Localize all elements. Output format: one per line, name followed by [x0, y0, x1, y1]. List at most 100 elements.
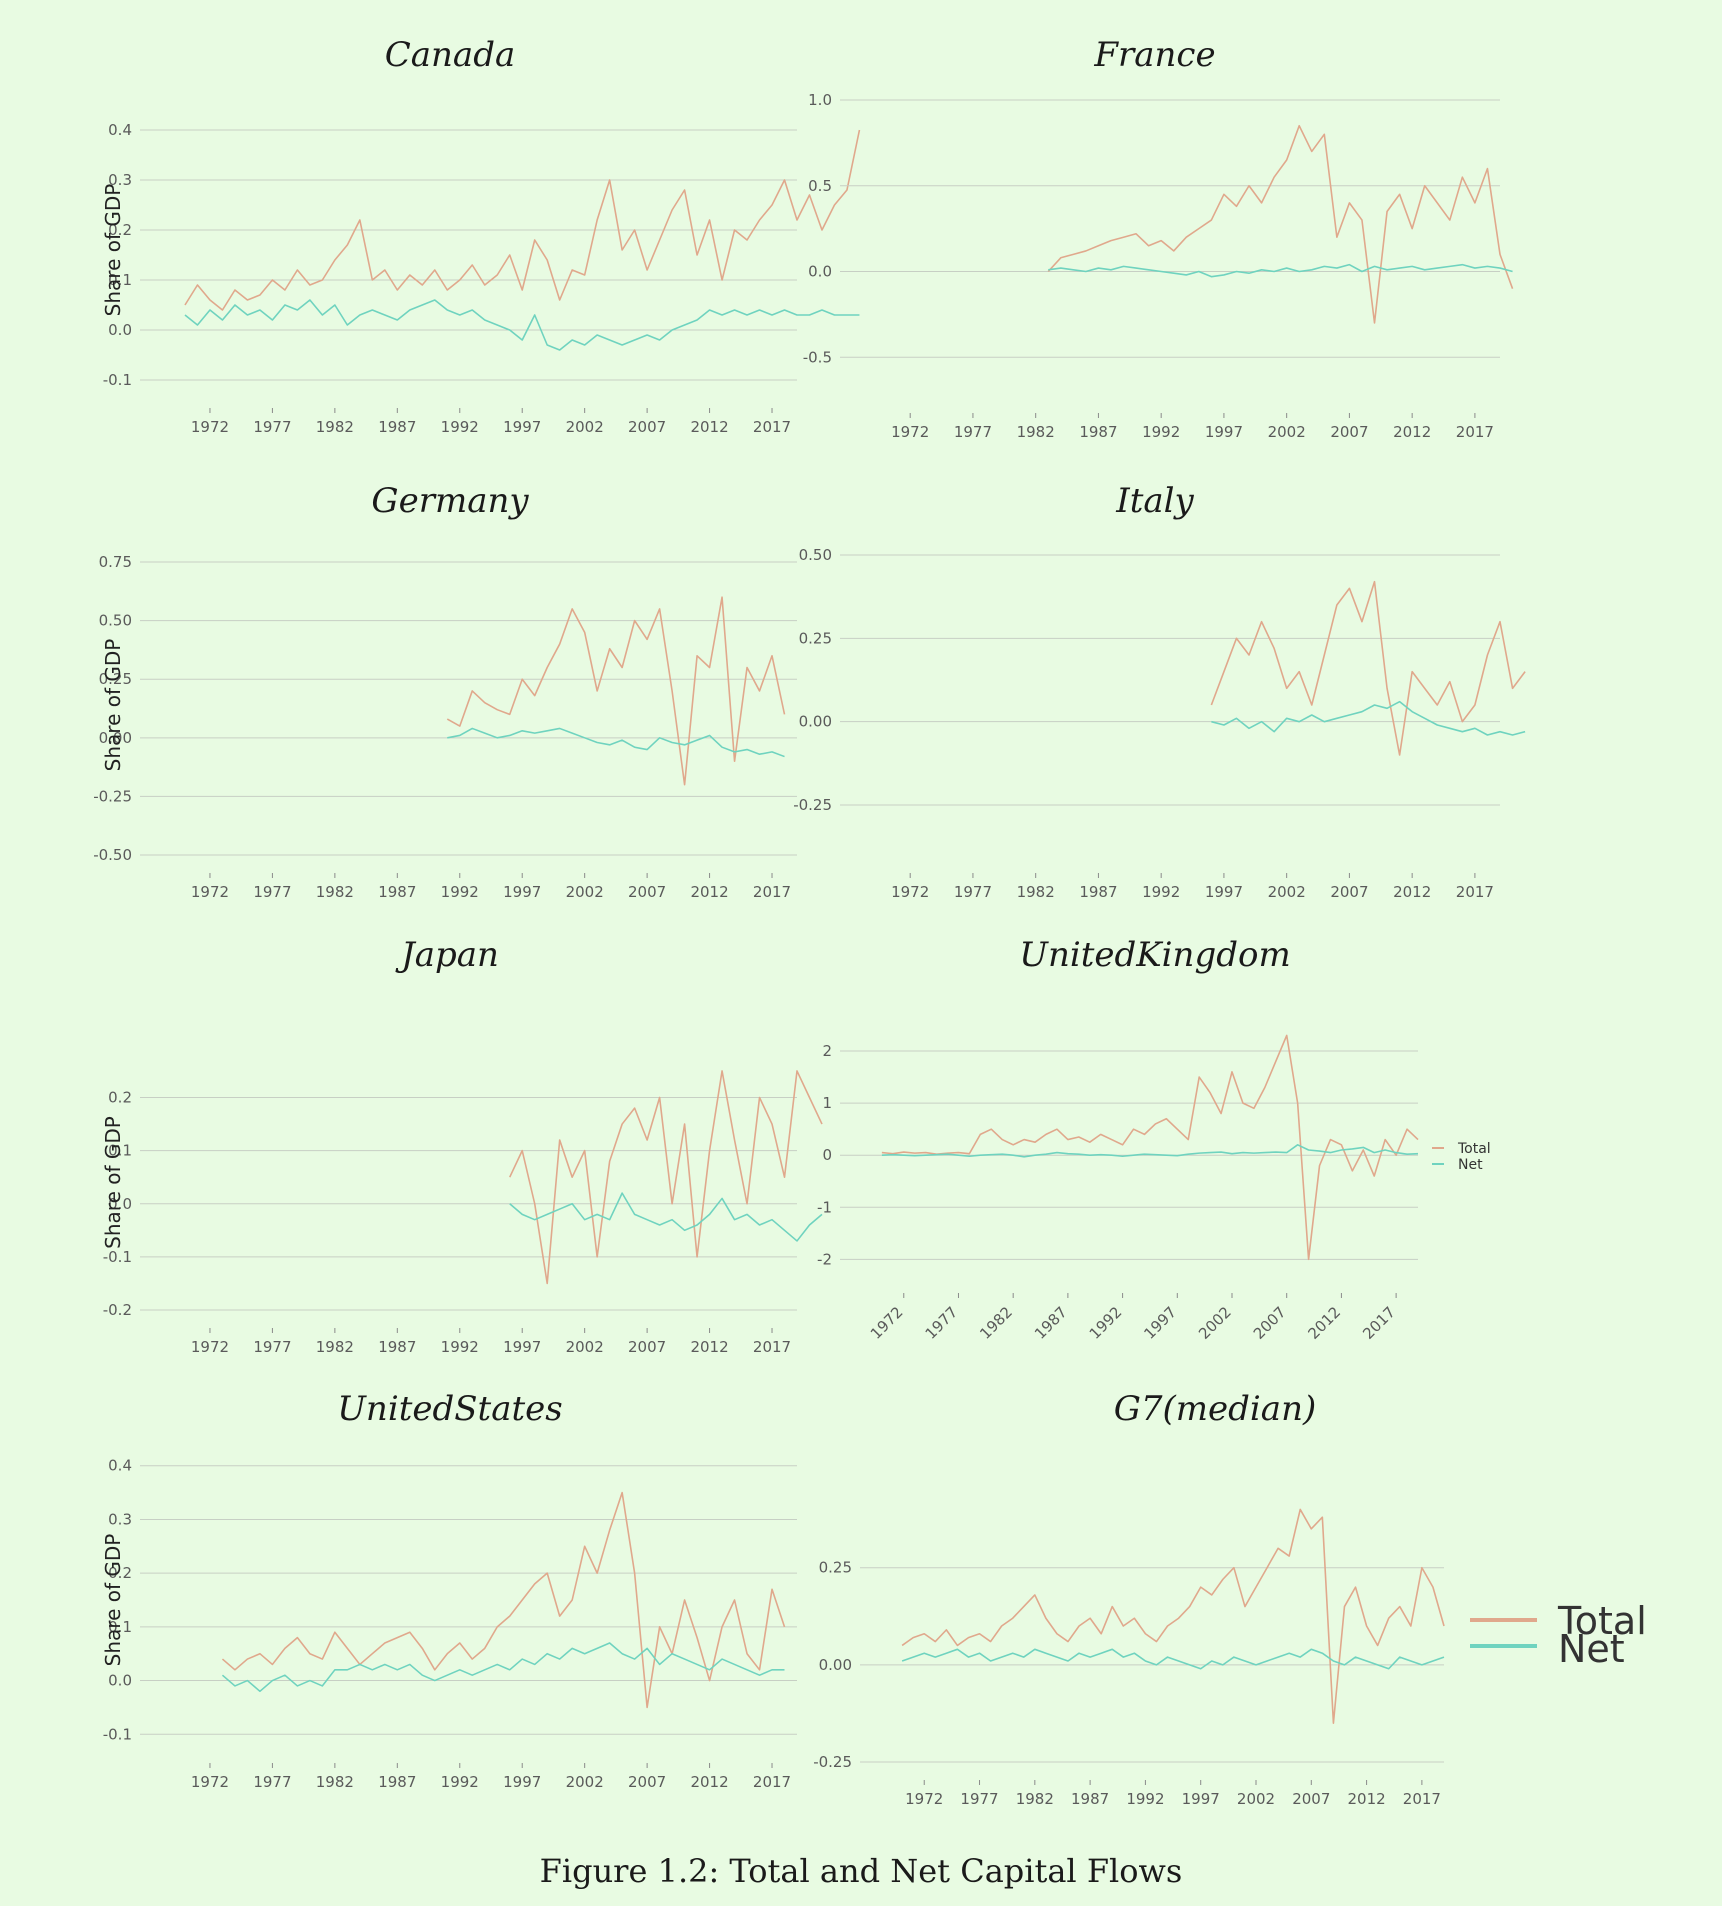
y-tick-label: 0.0 — [108, 1195, 132, 1213]
y-tick-label: 0.0 — [808, 263, 832, 281]
legend-label-total: Total — [1457, 1141, 1491, 1157]
x-tick-label: 1972 — [191, 883, 229, 901]
x-tick-label: 1982 — [1017, 423, 1055, 441]
series-line-net — [184, 299, 860, 351]
x-tick-label: 2017 — [1456, 423, 1494, 441]
x-tick-label: 2002 — [566, 418, 604, 436]
x-tick-label: 1997 — [503, 883, 541, 901]
x-tick-label: 2017 — [753, 1773, 791, 1791]
x-tick-label: 1982 — [316, 1773, 354, 1791]
x-tick-label: 2007 — [1330, 883, 1368, 901]
x-tick-label: 1992 — [1142, 423, 1180, 441]
y-tick-label: 0.00 — [799, 713, 832, 731]
x-tick-label: 1997 — [503, 1773, 541, 1791]
y-tick-label: -1 — [817, 1198, 832, 1216]
y-tick-label: 0 — [822, 1146, 832, 1164]
x-tick-label: 1987 — [1071, 1790, 1109, 1808]
chart-panel-japan: Japan -0.2 -0.1 0.0 0.1 0.2 1972 1977 1982 1987 19… — [101, 935, 823, 1356]
x-tick-label: 1987 — [1079, 883, 1117, 901]
x-tick-label: 1977 — [253, 883, 291, 901]
figure-caption: Figure 1.2: Total and Net Capital Flows — [540, 1852, 1183, 1890]
x-tick-label: 1982 — [1016, 1790, 1054, 1808]
x-tick-label: 1997 — [1205, 883, 1243, 901]
y-tick-label: 0.50 — [99, 612, 132, 630]
x-tick-label: 2017 — [1403, 1790, 1441, 1808]
x-tick-label: 2017 — [753, 1338, 791, 1356]
series-line-total — [881, 1034, 1419, 1261]
y-tick-label: 0.0 — [108, 321, 132, 339]
y-axis-label: Share of GDP — [101, 184, 125, 317]
y-tick-label: 0.0 — [108, 1672, 132, 1690]
y-tick-label: -0.25 — [793, 796, 832, 814]
x-tick-label: 1997 — [503, 1338, 541, 1356]
series-line-total — [1210, 580, 1526, 756]
chart-panel-germany: Germany -0.50 -0.25 0.00 0.25 0.50 0.75 1972 197… — [93, 481, 797, 901]
series-line-total — [184, 129, 861, 311]
figure-legend: Total Net — [1470, 1599, 1647, 1671]
x-tick-label: 1977 — [954, 883, 992, 901]
y-tick-label: 1 — [822, 1094, 832, 1112]
series-line-net — [1211, 700, 1526, 736]
x-tick-label: 1972 — [891, 423, 929, 441]
legend-net-label: Net — [1558, 1627, 1625, 1671]
x-tick-label: 2012 — [690, 1338, 728, 1356]
x-tick-label: 1977 — [253, 1338, 291, 1356]
y-tick-label: -0.50 — [93, 846, 132, 864]
x-tick-label: 2002 — [566, 1773, 604, 1791]
y-tick-label: 0.1 — [108, 1618, 132, 1636]
x-tick-label: 1997 — [503, 418, 541, 436]
y-tick-label: 0.25 — [799, 629, 832, 647]
y-tick-label: 0.25 — [819, 1559, 852, 1577]
y-tick-label: 0.75 — [99, 553, 132, 571]
x-tick-label: 1977 — [954, 423, 992, 441]
y-axis-label: Share of GDP — [101, 639, 125, 772]
series-line-net — [509, 1192, 823, 1242]
x-tick-label: 2007 — [628, 418, 666, 436]
y-tick-label: 0.00 — [819, 1656, 852, 1674]
x-tick-label: 2007 — [628, 1338, 666, 1356]
series-line-total — [221, 1491, 786, 1709]
x-tick-label: 2007 — [1292, 1790, 1330, 1808]
x-tick-label: 1977 — [253, 1773, 291, 1791]
y-tick-label: 0.5 — [808, 177, 832, 195]
x-tick-label: 1992 — [1142, 883, 1180, 901]
y-tick-label: 0.2 — [108, 1089, 132, 1107]
y-tick-label: -0.25 — [93, 787, 132, 805]
y-tick-label: 0.4 — [108, 1457, 132, 1475]
panel-title: Canada — [385, 35, 516, 75]
panel-title: UnitedKingdom — [1019, 935, 1290, 975]
x-tick-label: 2017 — [753, 418, 791, 436]
y-tick-label: 0.50 — [799, 546, 832, 564]
y-tick-label: -0.1 — [103, 1248, 132, 1266]
y-tick-label: 0.1 — [108, 1142, 132, 1160]
x-tick-label: 1992 — [441, 418, 479, 436]
series-line-net — [1048, 263, 1513, 278]
panel-title: G7(median) — [1114, 1389, 1317, 1429]
y-tick-label: -0.1 — [103, 371, 132, 389]
x-tick-label: 2007 — [628, 1773, 666, 1791]
y-axis-label: Share of GDP — [101, 1116, 125, 1249]
x-tick-label: 1982 — [316, 1338, 354, 1356]
x-tick-label: 2012 — [690, 1773, 728, 1791]
y-tick-label: 0.2 — [108, 1564, 132, 1582]
x-tick-label: 1987 — [1079, 423, 1117, 441]
panel-title: France — [1093, 35, 1215, 75]
series-line-net — [881, 1143, 1419, 1158]
y-tick-label: -0.1 — [103, 1725, 132, 1743]
x-tick-label: 1987 — [378, 1338, 416, 1356]
x-tick-label: 1992 — [441, 883, 479, 901]
y-tick-label: -0.5 — [803, 348, 832, 366]
x-tick-label: 1992 — [441, 1773, 479, 1791]
x-tick-label: 2002 — [1268, 883, 1306, 901]
series-line-net — [901, 1648, 1445, 1670]
x-tick-label: 2007 — [1330, 423, 1368, 441]
x-tick-label: 1972 — [891, 883, 929, 901]
x-tick-label: 1997 — [1182, 1790, 1220, 1808]
y-tick-label: -2 — [817, 1250, 832, 1268]
x-tick-label: 2002 — [1268, 423, 1306, 441]
x-tick-label: 1992 — [441, 1338, 479, 1356]
y-tick-label: -0.2 — [103, 1301, 132, 1319]
y-tick-label: 1.0 — [808, 91, 832, 109]
x-tick-label: 1977 — [960, 1790, 998, 1808]
